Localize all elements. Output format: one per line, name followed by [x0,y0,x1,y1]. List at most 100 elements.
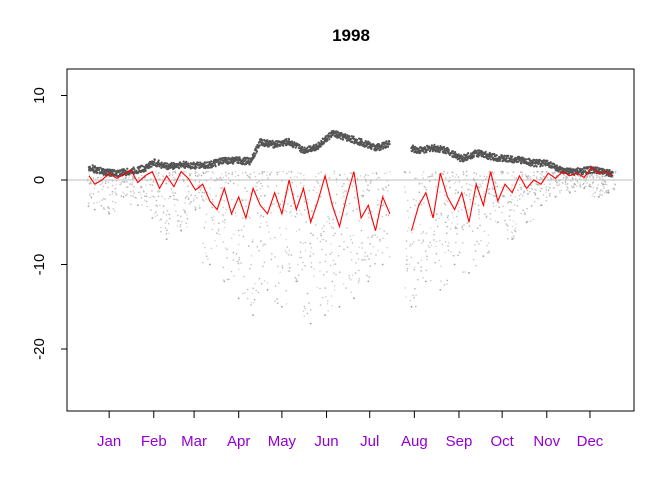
scatter-point [126,181,128,183]
scatter-point [335,181,338,183]
scatter-point [465,194,468,196]
scatter-point [145,200,148,203]
scatter-point [152,195,155,198]
scatter-point [247,175,250,177]
scatter-point [130,173,132,176]
scatter-point [276,298,278,300]
scatter-point [341,185,344,188]
band-point [275,140,278,143]
scatter-point [603,187,605,190]
scatter-point [374,262,376,265]
scatter-point [552,187,555,189]
scatter-point [563,174,566,177]
scatter-point [368,276,371,278]
scatter-point [549,187,551,189]
scatter-point [87,170,90,173]
scatter-point [413,268,416,271]
scatter-point [457,254,459,257]
scatter-point [406,259,408,261]
scatter-point [144,176,146,179]
scatter-point [155,204,157,207]
scatter-point [319,240,322,243]
scatter-point [193,198,195,200]
scatter-point [541,174,543,176]
scatter-point [533,171,535,174]
scatter-point [252,239,254,241]
scatter-point [253,298,256,301]
scatter-point [333,173,336,175]
scatter-point [279,203,282,206]
band-point [533,159,536,162]
band-point [97,166,100,169]
scatter-point [589,175,591,177]
scatter-point [456,227,458,230]
scatter-point [579,182,581,184]
scatter-point [554,196,557,198]
scatter-point [89,181,92,183]
band-point [459,160,462,163]
scatter-point [456,233,458,235]
scatter-point [467,208,470,211]
scatter-point [425,269,428,272]
chart-title: 1998 [332,26,370,45]
scatter-point [299,172,302,175]
scatter-point [183,209,186,212]
band-point [355,138,359,141]
scatter-point [451,171,454,174]
scatter-point [521,195,524,197]
scatter-point [250,302,253,304]
scatter-point [247,215,250,217]
scatter-point [549,192,551,195]
scatter-point [107,186,109,189]
x-tick-label: Feb [141,433,167,450]
scatter-point [210,177,212,179]
band-point [128,173,131,176]
scatter-point [111,190,114,193]
scatter-point [168,232,170,235]
scatter-point [204,221,207,224]
scatter-point [238,258,240,261]
band-point [370,147,373,151]
scatter-point [301,214,303,216]
scatter-point [337,254,340,257]
scatter-point [205,213,208,216]
band-point [285,138,288,141]
band-point [306,146,309,149]
scatter-point [281,266,284,269]
scatter-point [559,192,561,194]
scatter-point [540,177,542,179]
scatter-point [324,314,326,317]
scatter-point [506,171,509,174]
scatter-point [168,197,170,200]
scatter-point [251,292,253,295]
scatter-point [103,197,105,200]
scatter-point [295,185,298,188]
scatter-point [180,228,183,231]
scatter-point [516,205,519,207]
scatter-point [406,269,409,272]
scatter-point [592,186,595,189]
scatter-point [514,227,517,229]
scatter-point [187,185,189,187]
scatter-point [190,178,192,180]
scatter-point [162,212,165,214]
scatter-point [433,239,435,241]
scatter-point [303,184,305,187]
scatter-point [309,309,312,311]
band-point [525,158,528,161]
scatter-point [420,259,422,262]
band-point [197,161,200,164]
scatter-point [602,190,604,193]
scatter-point [416,177,418,180]
scatter-point [215,195,217,197]
scatter-point [261,173,264,175]
band-point [379,148,382,151]
scatter-point [425,280,427,283]
scatter-point [171,191,173,194]
scatter-point [321,296,324,299]
scatter-point [320,171,323,173]
band-point [266,139,269,142]
scatter-point [579,184,581,186]
scatter-point [456,223,459,225]
scatter-point [270,171,273,173]
